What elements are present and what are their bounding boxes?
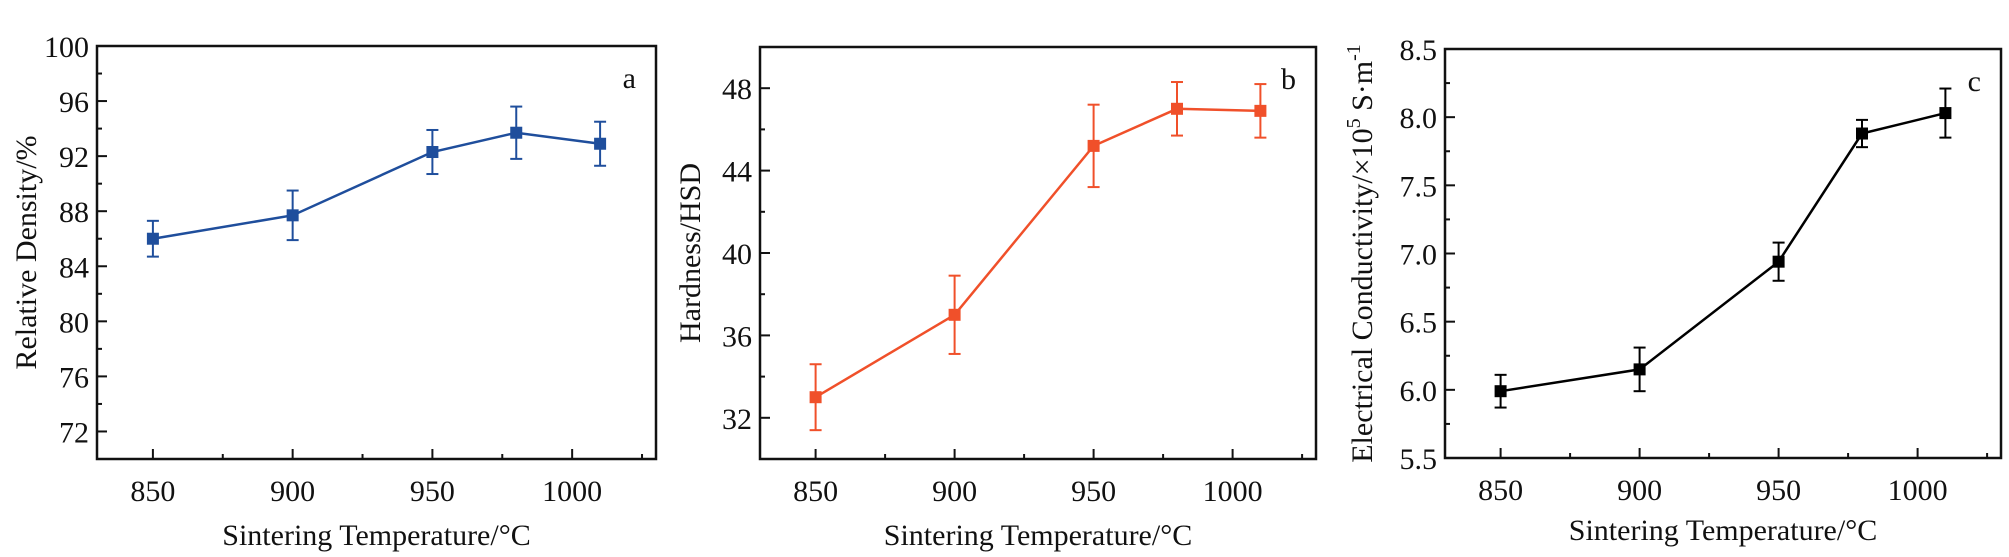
x-tick-label: 850 — [793, 475, 838, 508]
x-tick-label: 950 — [1756, 474, 1801, 507]
y-tick-label: 88 — [59, 196, 89, 229]
y-tick-label: 80 — [59, 306, 89, 339]
y-tick-label: 92 — [59, 141, 89, 174]
data-point — [146, 232, 159, 245]
panel-c: 850 900 950 1000 5.5 6.0 6.5 7.0 7.5 8.0 8.5 Sinter… — [1343, 34, 2003, 547]
y-tick-label: 84 — [59, 251, 89, 284]
y-axis-title: Electrical Conductivity/×105 S·m-1 — [1343, 44, 1379, 463]
data-point — [948, 308, 961, 321]
data-point — [1772, 255, 1785, 268]
x-tick-label: 950 — [1071, 475, 1116, 508]
panel-b: 850 900 950 1000 32 36 40 44 48 Sintering Tempera… — [674, 45, 1318, 552]
data-point — [809, 391, 822, 404]
data-point — [1171, 102, 1183, 115]
y-axis-title-main: Electrical Conductivity/×10 — [1346, 128, 1379, 462]
panel-letter: a — [623, 62, 636, 95]
x-tick-label: 1000 — [542, 475, 602, 508]
data-point — [1494, 385, 1507, 398]
y-tick-label: 72 — [59, 416, 89, 449]
x-axis-title: Sintering Temperature/°C — [1569, 514, 1877, 547]
y-axis-title: Hardness/HSD — [674, 163, 707, 343]
x-tick-label: 900 — [932, 475, 977, 508]
data-point — [1633, 363, 1646, 376]
y-tick-label: 96 — [59, 86, 89, 119]
y-axis-title-unit: S·m — [1346, 61, 1379, 119]
x-tick-label: 1000 — [1203, 475, 1263, 508]
panel-letter: c — [1968, 65, 1981, 98]
y-axis-title-unit-exponent: -1 — [1343, 44, 1365, 61]
y-tick-label: 5.5 — [1400, 443, 1438, 476]
x-tick-label: 900 — [270, 475, 315, 508]
y-tick-label: 7.0 — [1400, 239, 1438, 272]
y-tick-label: 8.0 — [1400, 102, 1438, 135]
y-tick-label: 36 — [722, 320, 752, 353]
data-point — [1939, 107, 1952, 120]
y-tick-label: 48 — [722, 73, 752, 106]
panel-a: 850 900 950 1000 72 76 80 84 88 92 96 100 Sintering … — [10, 31, 658, 552]
x-tick-label: 850 — [130, 475, 175, 508]
x-axis-title: Sintering Temperature/°C — [222, 519, 530, 552]
x-tick-label: 900 — [1617, 474, 1662, 507]
y-tick-label: 6.0 — [1400, 375, 1438, 408]
x-tick-label: 850 — [1478, 474, 1523, 507]
series-line — [814, 107, 1261, 399]
data-point — [1856, 127, 1868, 140]
data-point — [426, 146, 439, 159]
y-tick-label: 44 — [722, 156, 752, 189]
y-axis-title: Relative Density/% — [10, 135, 43, 369]
y-tick-label: 76 — [59, 361, 89, 394]
y-tick-label: 6.5 — [1400, 307, 1438, 340]
axes-frame — [1443, 47, 2003, 460]
y-axis-title-exponent: 5 — [1343, 118, 1365, 128]
axes-frame — [758, 45, 1318, 461]
data-point — [510, 126, 523, 139]
data-point — [594, 137, 607, 150]
data-point — [286, 209, 299, 222]
y-tick-label: 100 — [44, 31, 89, 64]
y-tick-label: 32 — [722, 403, 752, 436]
x-axis-title: Sintering Temperature/°C — [884, 519, 1192, 552]
series-a — [146, 105, 607, 258]
series-b — [809, 81, 1267, 432]
series-line — [1500, 111, 1946, 393]
series-c — [1494, 87, 1952, 409]
panel-letter: b — [1281, 63, 1296, 96]
data-point — [1254, 104, 1267, 117]
y-tick-label: 7.5 — [1400, 170, 1438, 203]
series-line — [152, 131, 601, 240]
data-point — [1087, 139, 1100, 152]
x-tick-label: 1000 — [1888, 474, 1948, 507]
y-tick-label: 40 — [722, 238, 752, 271]
y-tick-label: 8.5 — [1400, 34, 1438, 67]
axes-frame — [95, 44, 658, 461]
x-tick-label: 950 — [410, 475, 455, 508]
